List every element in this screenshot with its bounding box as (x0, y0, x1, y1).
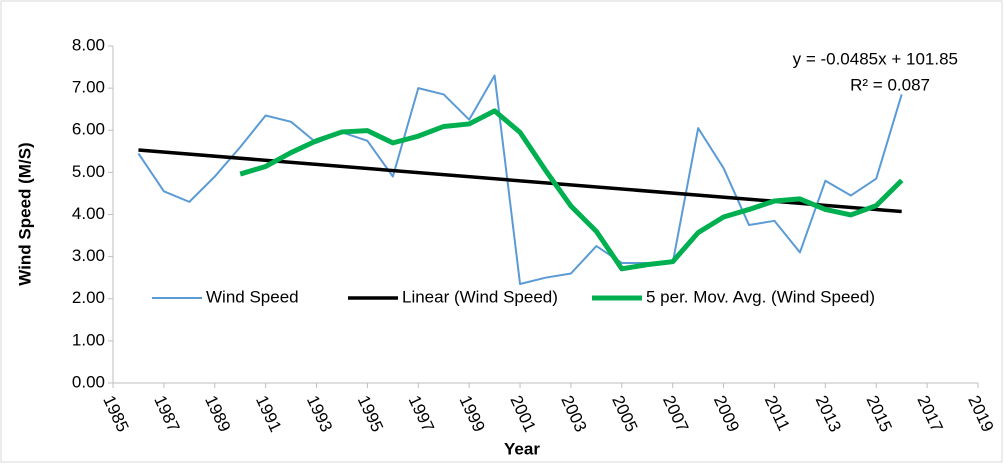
y-tick-label: 1.00 (72, 330, 105, 349)
x-axis-title: Year (504, 439, 540, 458)
y-tick-label: 2.00 (72, 288, 105, 307)
y-tick-label: 5.00 (72, 162, 105, 181)
legend-label: Wind Speed (206, 287, 299, 306)
y-tick-label: 7.00 (72, 78, 105, 97)
y-tick-label: 8.00 (72, 35, 105, 54)
y-tick-label: 6.00 (72, 120, 105, 139)
legend-label: 5 per. Mov. Avg. (Wind Speed) (646, 287, 875, 306)
y-axis-title: Wind Speed (M/S) (15, 142, 34, 285)
series-line (239, 108, 904, 272)
y-tick-label: 3.00 (72, 246, 105, 265)
legend-label: Linear (Wind Speed) (402, 287, 558, 306)
y-tick-label: 4.00 (72, 204, 105, 223)
y-tick-label: 0.00 (72, 372, 105, 391)
annotation: R² = 0.087 (850, 75, 930, 94)
annotation: y = -0.0485x + 101.85 (793, 49, 958, 68)
series-line (137, 74, 903, 286)
